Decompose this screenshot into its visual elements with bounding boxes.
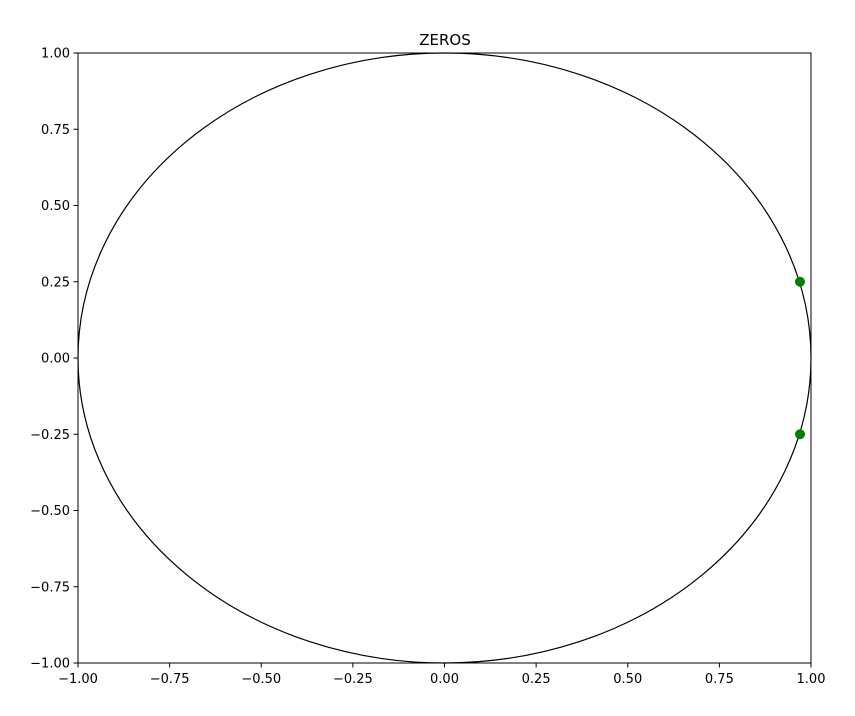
x-tick-label: 0.25 (522, 672, 551, 687)
x-tick-label: 0.75 (705, 672, 734, 687)
y-tick-label: 0.50 (41, 199, 70, 214)
x-tick-label: −0.50 (241, 672, 281, 687)
chart-title: ZEROS (419, 31, 471, 49)
x-tick-label: 0.00 (430, 672, 459, 687)
y-tick-label: 0.25 (41, 275, 70, 290)
y-tick-label: −0.50 (30, 504, 70, 519)
y-tick-label: 0.75 (41, 123, 70, 138)
x-tick-label: 0.50 (613, 672, 642, 687)
y-tick-label: −0.75 (30, 580, 70, 595)
y-tick-label: 1.00 (41, 47, 70, 62)
x-tick-label: −0.25 (333, 672, 373, 687)
zero-point (795, 429, 806, 440)
x-tick-label: −1.00 (58, 672, 98, 687)
unit-circle (77, 52, 812, 664)
y-tick-label: −1.00 (30, 657, 70, 672)
zero-point (795, 276, 806, 287)
y-tick-label: 0.00 (41, 352, 70, 367)
y-tick-label: −0.25 (30, 428, 70, 443)
x-tick-label: 1.00 (797, 672, 826, 687)
x-tick-label: −0.75 (150, 672, 190, 687)
plot-frame (77, 52, 812, 664)
